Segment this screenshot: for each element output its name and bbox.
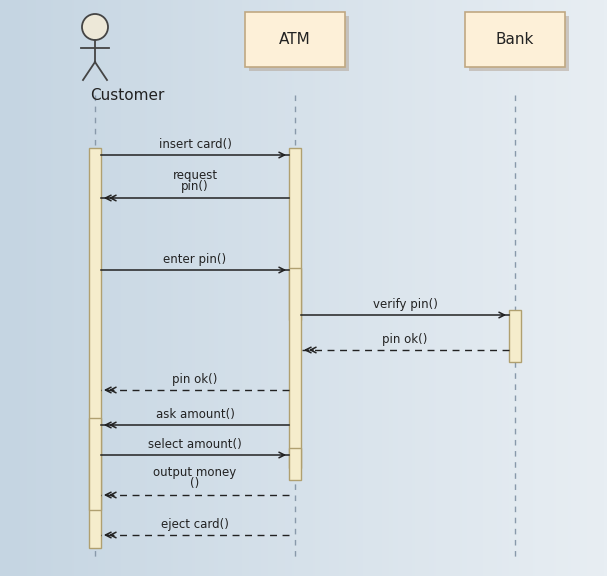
Text: pin ok(): pin ok() <box>382 333 428 346</box>
Text: eject card(): eject card() <box>161 518 229 531</box>
Bar <box>245 12 345 67</box>
Bar <box>509 310 521 362</box>
Bar <box>469 16 569 71</box>
Text: Bank: Bank <box>496 32 534 47</box>
Text: select amount(): select amount() <box>148 438 242 451</box>
Circle shape <box>82 14 108 40</box>
Bar <box>289 148 301 320</box>
Text: output money: output money <box>154 466 237 479</box>
Bar <box>249 16 349 71</box>
Bar <box>289 268 301 468</box>
Text: enter pin(): enter pin() <box>163 253 226 266</box>
Text: pin(): pin() <box>181 180 209 193</box>
Bar <box>89 148 101 548</box>
Text: insert card(): insert card() <box>158 138 231 151</box>
Bar <box>465 12 565 67</box>
Text: verify pin(): verify pin() <box>373 298 438 311</box>
Text: request: request <box>172 169 217 182</box>
Text: ask amount(): ask amount() <box>155 408 234 421</box>
Text: pin ok(): pin ok() <box>172 373 218 386</box>
Text: Customer: Customer <box>90 88 164 103</box>
Bar <box>289 448 301 480</box>
Text: ATM: ATM <box>279 32 311 47</box>
Bar <box>89 418 101 510</box>
Text: (): () <box>191 477 200 490</box>
